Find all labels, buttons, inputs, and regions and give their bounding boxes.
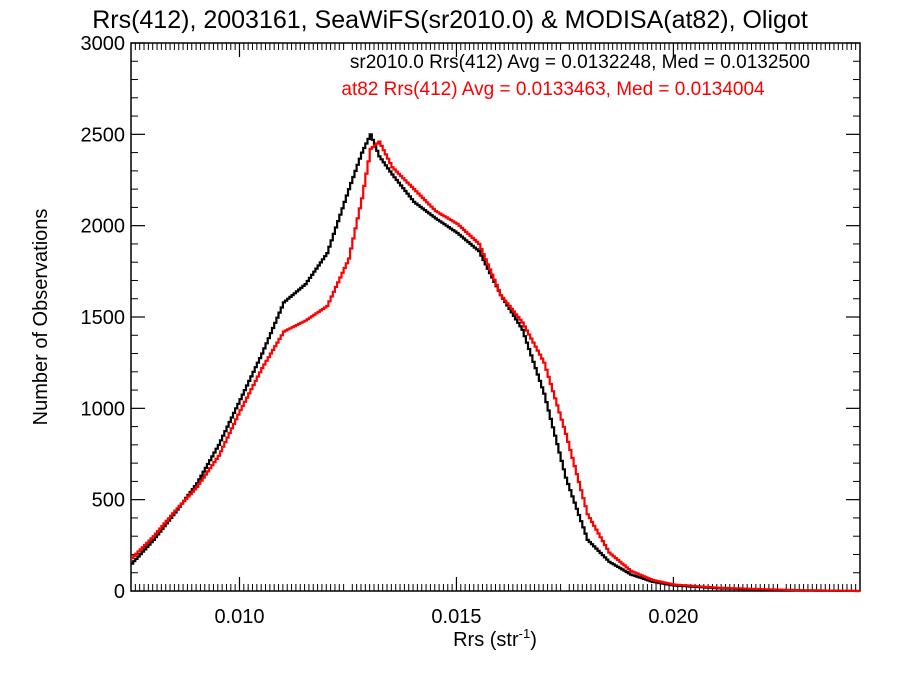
- y-tick-label: 500: [92, 490, 125, 512]
- y-tick-label: 2500: [81, 124, 126, 146]
- legend-entry-sr2010: sr2010.0 Rrs(412) Avg = 0.0132248, Med =…: [350, 52, 810, 73]
- plot-frame: [130, 42, 861, 592]
- y-axis-label: Number of Observations: [30, 209, 52, 426]
- series-line-sr2010-0: [131, 133, 860, 593]
- y-tick-label: 0: [114, 581, 125, 603]
- x-axis-ticks: 0.010 0.015 0.020: [134, 43, 861, 628]
- x-axis-label-tail: ): [530, 629, 537, 651]
- x-axis-label-main: Rrs (str: [453, 629, 519, 651]
- y-tick-label: 3000: [81, 33, 126, 55]
- series-layer: [131, 133, 860, 593]
- y-tick-label: 2000: [81, 216, 126, 238]
- y-axis-ticks: 0 500 1000 1500 2000 2500 3000: [81, 33, 860, 603]
- x-tick-label: 0.015: [431, 606, 481, 628]
- legend-entry-at82: at82 Rrs(412) Avg = 0.0133463, Med = 0.0…: [341, 79, 765, 100]
- x-axis-label-superscript: -1: [519, 626, 531, 641]
- y-tick-label: 1500: [81, 307, 126, 329]
- x-axis-label: Rrs (str-1): [453, 626, 537, 651]
- series-line-at82: [131, 140, 860, 593]
- chart-title: Rrs(412), 2003161, SeaWiFS(sr2010.0) & M…: [92, 6, 808, 34]
- x-tick-label: 0.010: [214, 606, 264, 628]
- y-tick-label: 1000: [81, 398, 126, 420]
- x-tick-label: 0.020: [648, 606, 698, 628]
